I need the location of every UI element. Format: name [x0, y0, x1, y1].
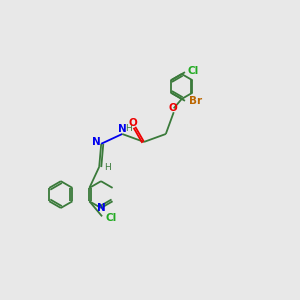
Text: N: N: [97, 203, 105, 213]
Text: N: N: [118, 124, 127, 134]
Text: Cl: Cl: [106, 213, 117, 223]
Text: O: O: [169, 103, 178, 113]
Text: O: O: [129, 118, 138, 128]
Text: Br: Br: [188, 96, 202, 106]
Text: Cl: Cl: [188, 66, 199, 76]
Text: H: H: [104, 163, 111, 172]
Text: N: N: [92, 137, 100, 147]
Text: H: H: [125, 124, 132, 134]
